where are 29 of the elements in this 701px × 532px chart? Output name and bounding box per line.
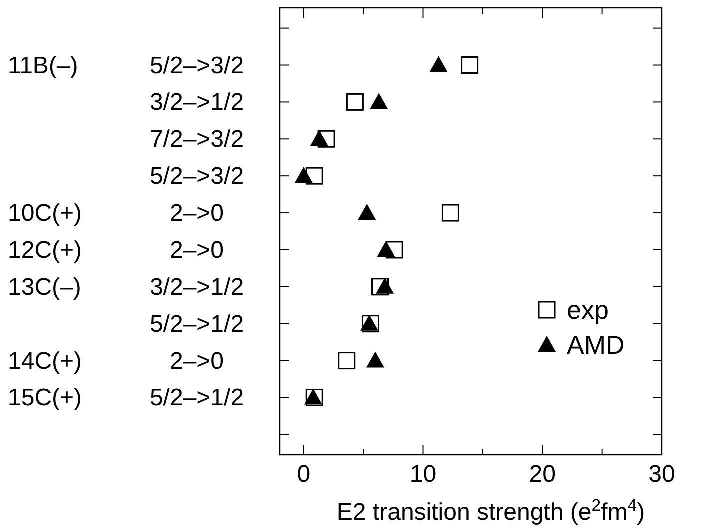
- x-tick-label: 20: [529, 461, 556, 488]
- point: [294, 167, 313, 184]
- y-tick-label: 7/2–>3/2: [150, 126, 244, 154]
- y-tick-label: 5/2–>1/2: [150, 310, 244, 338]
- x-tick-label: 10: [410, 461, 437, 488]
- point: [442, 204, 460, 222]
- y-tick-label: 3/2–>1/2: [150, 89, 244, 116]
- point: [310, 130, 328, 146]
- x-tick-label: 0: [297, 461, 311, 488]
- point: [461, 56, 479, 74]
- point: [358, 204, 376, 220]
- category-label: 11B(–) 5/2–>3/2: [8, 52, 244, 80]
- point: [370, 93, 388, 110]
- point: [377, 240, 396, 257]
- x-tick-label: 30: [648, 461, 676, 488]
- y-tick-label: 5/2–>3/2: [150, 163, 244, 190]
- point: [366, 352, 384, 368]
- legend-label: exp: [567, 295, 609, 325]
- category-label: 15C(+) 5/2–>1/2: [8, 384, 244, 412]
- point: [338, 352, 356, 370]
- legend-label: AMD: [567, 330, 625, 360]
- point: [346, 93, 364, 111]
- category-label: 12C(+) 2–>0: [8, 236, 224, 264]
- point: [430, 56, 448, 72]
- category-label: 14C(+) 2–>0: [8, 348, 224, 375]
- x-axis-title: E2 transition strength (e$^{2}$fm$^{4}$): [336, 496, 646, 526]
- category-label: 10C(+) 2–>0: [8, 200, 224, 228]
- point: [376, 278, 394, 294]
- category-label: 13C(–) 3/2–>1/2: [8, 274, 244, 301]
